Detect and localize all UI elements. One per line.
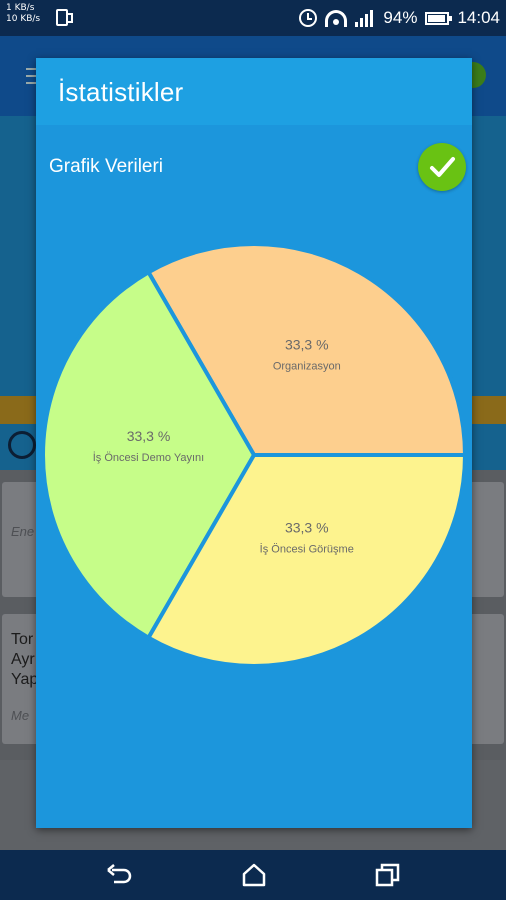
pie-slice-value: 33,3 % xyxy=(285,519,329,535)
card-line: Tor xyxy=(11,631,34,648)
pie-slice-label: Organizasyon xyxy=(273,361,341,373)
chart-section-label: Grafik Verileri xyxy=(49,156,164,177)
pie-chart: 33,3 % Organizasyon 33,3 % İş Öncesi Demo Y… xyxy=(36,228,472,668)
wifi-icon xyxy=(325,9,348,27)
card-line: Ayr xyxy=(11,651,35,668)
sim-card-icon xyxy=(56,9,73,26)
menu-icon xyxy=(26,68,40,84)
pie-slice xyxy=(41,269,257,641)
recents-icon[interactable] xyxy=(374,862,402,888)
card-hint: Ene xyxy=(11,524,35,539)
check-icon xyxy=(430,157,455,177)
pie-slice xyxy=(145,453,468,668)
clock: 14:04 xyxy=(457,8,500,27)
card-line: Yap xyxy=(11,671,39,688)
dialog-title: İstatistikler xyxy=(58,77,184,107)
pie-slice-label: İş Öncesi Görüşme xyxy=(260,542,354,555)
pie-slice-value: 33,3 % xyxy=(127,428,171,444)
pie-slice xyxy=(145,242,468,457)
back-icon[interactable] xyxy=(106,862,134,888)
signal-icon xyxy=(355,9,375,27)
card-hint: Me xyxy=(11,708,30,723)
pie-chart-svg: 33,3 % Organizasyon 33,3 % İş Öncesi Demo Y… xyxy=(41,242,468,668)
pie-slice-label: İş Öncesi Demo Yayını xyxy=(93,451,204,464)
confirm-button[interactable] xyxy=(418,143,466,191)
status-bar: 1 KB/s 10 KB/s 94% 14:04 xyxy=(0,0,506,36)
net-down-speed: 10 KB/s xyxy=(6,14,41,24)
alarm-icon xyxy=(299,9,318,27)
background-circle-icon xyxy=(8,431,36,459)
dialog-header: İstatistikler xyxy=(36,58,472,125)
home-icon[interactable] xyxy=(240,862,268,888)
network-speed: 1 KB/s 10 KB/s xyxy=(6,3,40,25)
net-up-speed: 1 KB/s xyxy=(6,3,35,13)
battery-percent: 94% xyxy=(383,8,418,27)
battery-icon xyxy=(425,11,453,25)
statistics-dialog: İstatistikler Grafik Verileri 33,3 % Orga… xyxy=(36,58,472,828)
pie-slice-value: 33,3 % xyxy=(285,337,329,353)
navigation-bar xyxy=(0,850,506,900)
